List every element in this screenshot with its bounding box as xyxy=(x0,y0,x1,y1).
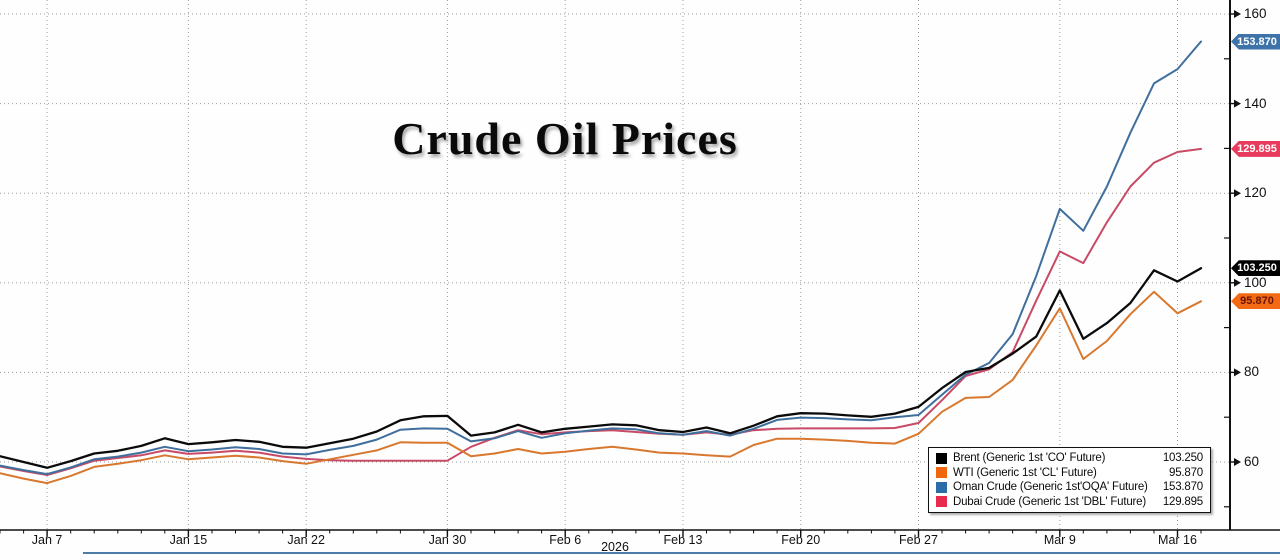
x-tick-label: Jan 15 xyxy=(169,533,208,547)
x-tick-label: Jan 22 xyxy=(287,533,325,547)
legend-label-dubai: Dubai Crude (Generic 1st 'DBL' Future) xyxy=(953,495,1147,508)
y-tick-arrow-icon xyxy=(1234,368,1241,377)
x-tick-label: Feb 13 xyxy=(663,533,703,547)
y-tick-label: 160 xyxy=(1244,6,1267,21)
legend-row: Brent (Generic 1st 'CO' Future) 103.250 xyxy=(936,451,1203,465)
legend-label-brent: Brent (Generic 1st 'CO' Future) xyxy=(953,452,1106,464)
legend-label-oman: Oman Crude (Generic 1st'OQA' Future) xyxy=(953,481,1148,494)
y-tick-arrow-icon xyxy=(1234,99,1241,108)
y-tick-arrow-icon xyxy=(1234,278,1241,287)
y-tick-label: 120 xyxy=(1244,185,1267,201)
legend-value-oman: 153.870 xyxy=(1162,481,1203,494)
price-tag-brent: 103.250 xyxy=(1231,260,1280,277)
x-axis-year-label: 2026 xyxy=(601,540,629,554)
y-tick-arrow-icon xyxy=(1234,458,1241,466)
legend-box: Brent (Generic 1st 'CO' Future) 103.250 WT… xyxy=(928,447,1211,513)
price-tag-oman: 153.870 xyxy=(1231,33,1280,50)
x-tick-label: Feb 6 xyxy=(549,533,582,547)
x-tick-label: Jan 7 xyxy=(31,533,63,547)
price-tag-dubai: 129.895 xyxy=(1231,140,1280,157)
series-line-wti xyxy=(0,290,1202,485)
series-line-brent xyxy=(0,267,1203,469)
x-tick-label: Mar 9 xyxy=(1043,533,1076,547)
y-tick-label: 80 xyxy=(1244,364,1260,380)
legend-swatch-wti xyxy=(936,467,947,479)
legend-swatch-dubai xyxy=(936,496,947,508)
x-tick-label: Mar 16 xyxy=(1158,533,1197,547)
legend-swatch-oman xyxy=(936,481,947,493)
legend-label-wti: WTI (Generic 1st 'CL' Future) xyxy=(953,466,1097,479)
legend-row: Dubai Crude (Generic 1st 'DBL' Future) 12… xyxy=(936,495,1203,509)
chart-title: Crude Oil Prices xyxy=(392,113,738,164)
y-tick-label: 140 xyxy=(1244,95,1267,111)
x-tick-label: Feb 20 xyxy=(781,533,821,547)
bottom-separator xyxy=(83,552,1280,554)
price-tag-wti: 95.870 xyxy=(1231,293,1280,310)
legend-value-dubai: 129.895 xyxy=(1162,495,1203,508)
y-tick-label: 100 xyxy=(1244,274,1267,290)
legend-row: WTI (Generic 1st 'CL' Future) 95.870 xyxy=(936,466,1203,480)
y-tick-arrow-icon xyxy=(1234,10,1241,18)
legend-value-wti: 95.870 xyxy=(1169,466,1203,479)
x-tick-label: Jan 30 xyxy=(428,533,467,547)
y-tick-arrow-icon xyxy=(1234,189,1241,198)
series-line-oman xyxy=(0,40,1202,476)
legend-value-brent: 103.250 xyxy=(1162,452,1203,464)
x-tick-label: Feb 27 xyxy=(899,533,938,547)
y-tick-label: 60 xyxy=(1244,454,1260,469)
legend-swatch-brent xyxy=(936,452,947,464)
legend-row: Oman Crude (Generic 1st'OQA' Future) 153.… xyxy=(936,480,1203,494)
